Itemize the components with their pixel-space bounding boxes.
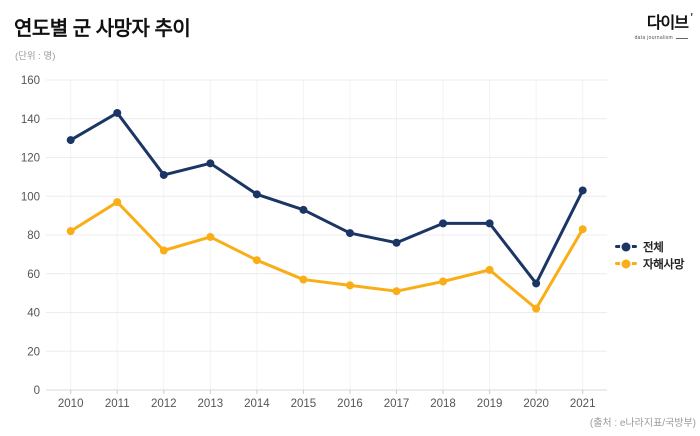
data-point [392, 287, 401, 296]
data-point [252, 256, 261, 265]
data-point [439, 277, 448, 286]
series-line-1 [69, 200, 585, 311]
y-axis-label: 140 [21, 114, 40, 126]
x-axis-label: 2018 [430, 398, 456, 410]
y-axis-label: 100 [21, 191, 40, 203]
data-point [532, 304, 541, 313]
x-axis-label: 2012 [151, 398, 177, 410]
page-title: 연도별 군 사망자 추이 [14, 18, 191, 40]
x-axis-label: 2020 [523, 398, 549, 410]
legend-line-dot-icon [615, 259, 637, 268]
data-point [206, 159, 215, 168]
y-axis-label: 40 [27, 308, 40, 320]
x-axis-label: 2015 [291, 398, 317, 410]
data-point [299, 275, 308, 284]
legend-item-1: 자해사망 [615, 257, 685, 271]
data-point [578, 186, 587, 195]
x-axis-label: 2017 [384, 398, 410, 410]
data-point [345, 281, 354, 290]
logo-wordmark: 다이브 [647, 13, 692, 32]
x-axis-label: 2016 [337, 398, 363, 410]
y-axis-label: 20 [27, 346, 40, 358]
y-axis-label: 80 [27, 230, 40, 242]
y-axis-label: 0 [34, 385, 40, 397]
data-point [206, 232, 215, 241]
data-point [485, 265, 494, 274]
x-axis-label: 2011 [105, 398, 130, 410]
data-point [532, 279, 541, 288]
y-axis-label: 120 [21, 153, 40, 165]
dive-logo: 다이브 data journalism [635, 13, 693, 41]
x-axis-label: 2010 [58, 398, 84, 410]
y-axis-label: 60 [27, 269, 40, 281]
data-point [485, 219, 494, 228]
series-line-0 [69, 111, 585, 285]
legend-label: 자해사망 [643, 258, 685, 271]
x-axis-label: 2013 [198, 398, 224, 410]
data-point [159, 170, 168, 179]
data-point [66, 136, 75, 145]
data-point [578, 225, 587, 234]
logo-tagline: data journalism [635, 35, 688, 41]
data-point [392, 238, 401, 247]
source-note: (출처 : e나라지표/국방부) [589, 418, 696, 429]
x-axis-label: 2019 [477, 398, 503, 410]
data-point [252, 190, 261, 199]
legend-label: 전체 [643, 241, 664, 254]
legend-line-dot-icon [615, 242, 637, 251]
legend-item-0: 전체 [615, 240, 684, 254]
data-point [345, 229, 354, 238]
data-point [159, 246, 168, 255]
data-point [439, 219, 448, 228]
x-axis-label: 2014 [244, 398, 270, 410]
data-point [66, 227, 75, 236]
data-point [299, 205, 308, 214]
x-axis-label: 2021 [570, 398, 596, 410]
y-axis-label: 160 [21, 75, 40, 87]
unit-label: (단위 : 명) [15, 51, 56, 62]
data-point [113, 108, 122, 117]
data-point [113, 198, 122, 207]
